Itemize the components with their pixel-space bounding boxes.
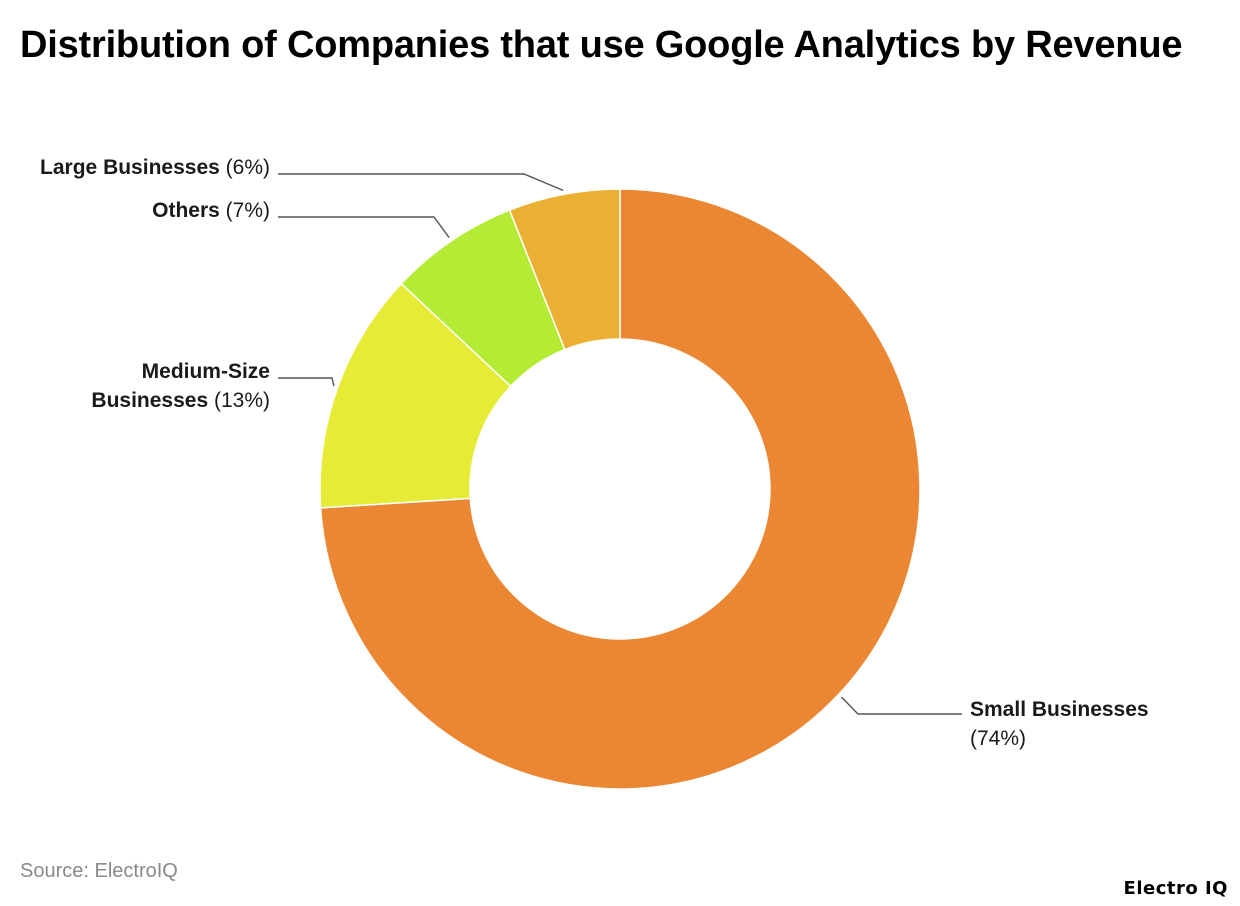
leader-line-small-businesses — [841, 696, 962, 715]
slice-large-businesses — [508, 188, 621, 351]
source-note: Source: ElectroIQ — [20, 860, 178, 882]
data-label-small-businesses: Small Businesses — [970, 698, 1149, 721]
slices-group — [319, 188, 921, 790]
leader-lines-group — [278, 173, 962, 715]
chart-title: Distribution of Companies that use Googl… — [20, 24, 1183, 66]
data-label-small-businesses: (74%) — [970, 727, 1026, 750]
leader-line-medium-size-businesses — [278, 377, 335, 387]
data-label-medium-size-businesses: Medium-Size — [142, 360, 270, 383]
data-label-medium-size-businesses: Businesses (13%) — [91, 389, 270, 412]
slice-small-businesses — [319, 188, 921, 790]
brand-logo: Electro IQ — [1123, 878, 1228, 899]
data-label-others: Others (7%) — [152, 199, 270, 222]
leader-line-large-businesses — [278, 173, 564, 192]
labels-group: Small Businesses (74%) Medium-Size Business… — [40, 156, 1149, 750]
leader-line-others — [278, 216, 450, 238]
data-label-large-businesses: Large Businesses (6%) — [40, 156, 270, 179]
